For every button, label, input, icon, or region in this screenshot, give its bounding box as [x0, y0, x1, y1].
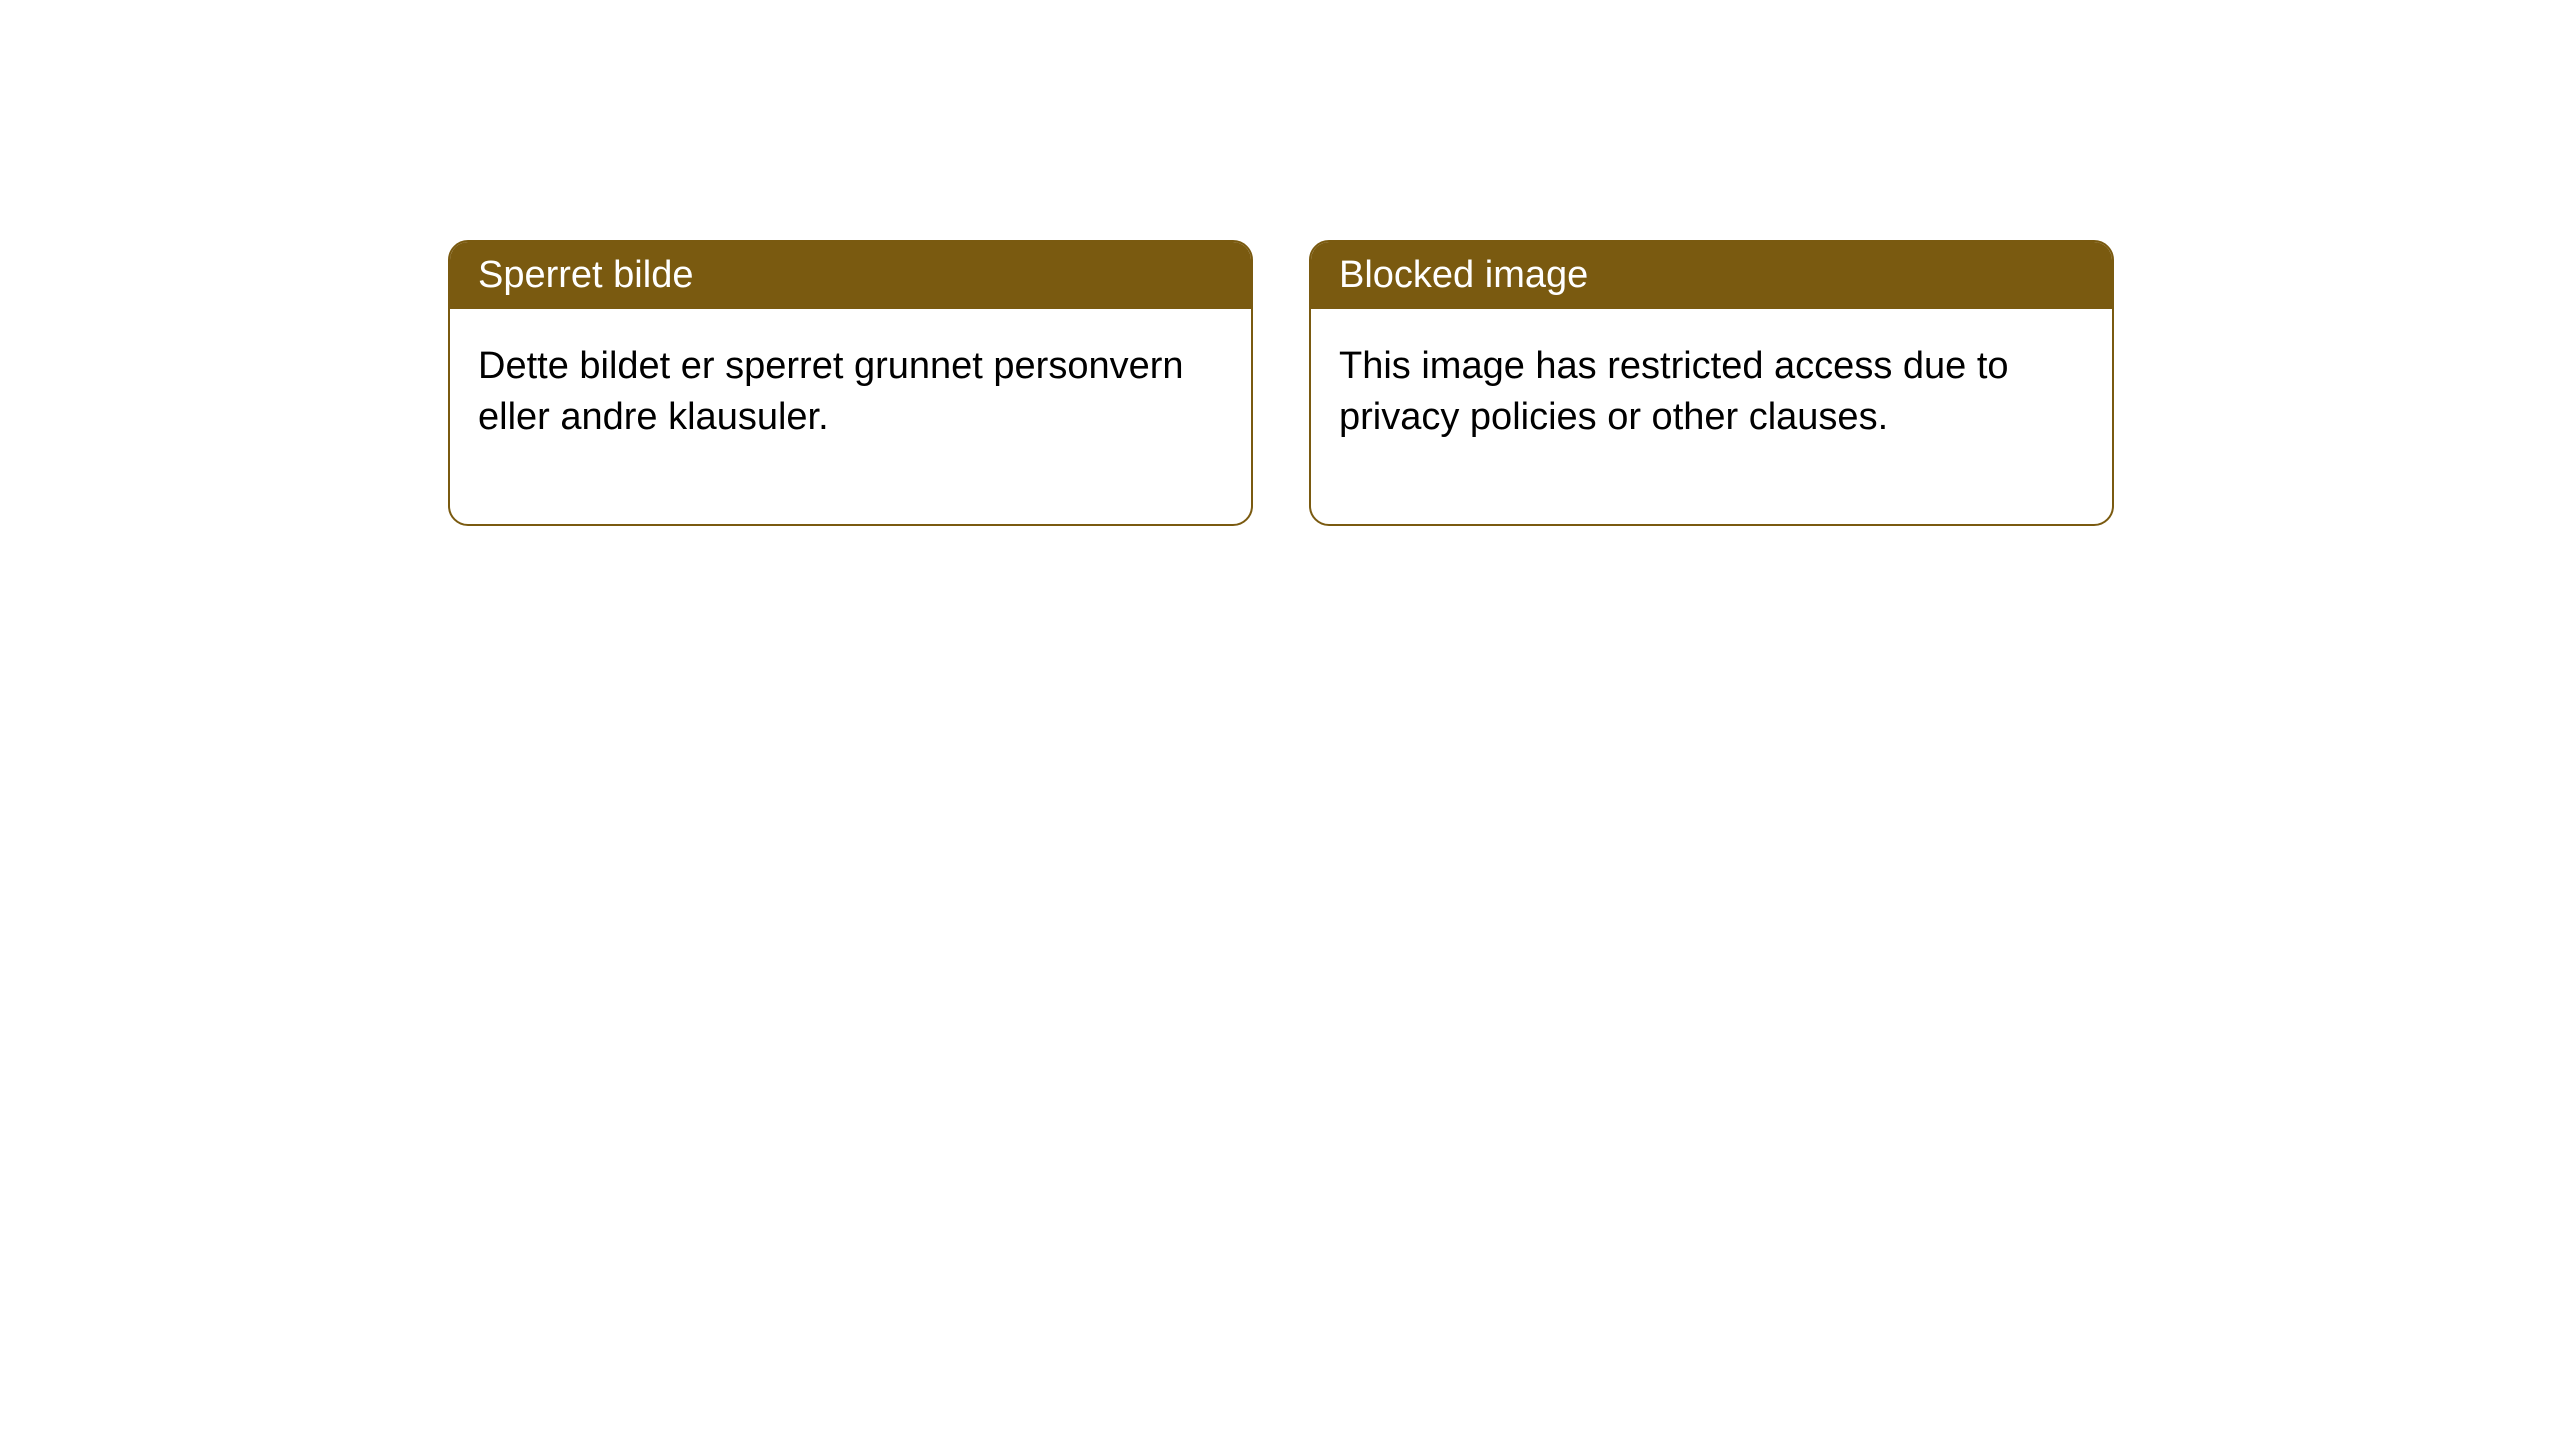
card-body: This image has restricted access due to … — [1311, 309, 2112, 524]
card-message: Dette bildet er sperret grunnet personve… — [478, 345, 1184, 438]
card-title: Blocked image — [1339, 254, 1588, 296]
card-message: This image has restricted access due to … — [1339, 345, 2009, 438]
blocked-image-card-en: Blocked image This image has restricted … — [1309, 240, 2114, 526]
card-body: Dette bildet er sperret grunnet personve… — [450, 309, 1251, 524]
card-header: Sperret bilde — [450, 242, 1251, 309]
card-header: Blocked image — [1311, 242, 2112, 309]
blocked-image-card-no: Sperret bilde Dette bildet er sperret gr… — [448, 240, 1253, 526]
info-cards-container: Sperret bilde Dette bildet er sperret gr… — [448, 240, 2560, 526]
card-title: Sperret bilde — [478, 254, 693, 296]
